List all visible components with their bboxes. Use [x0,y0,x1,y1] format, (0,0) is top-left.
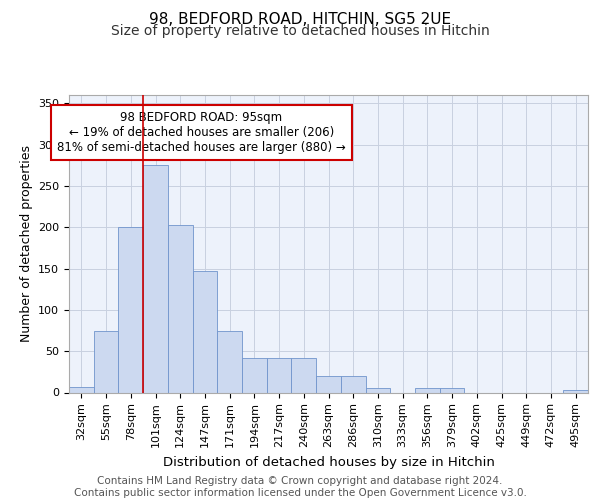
Text: Size of property relative to detached houses in Hitchin: Size of property relative to detached ho… [110,24,490,38]
X-axis label: Distribution of detached houses by size in Hitchin: Distribution of detached houses by size … [163,456,494,468]
Bar [217,330,242,392]
Text: 98 BEDFORD ROAD: 95sqm
← 19% of detached houses are smaller (206)
81% of semi-de: 98 BEDFORD ROAD: 95sqm ← 19% of detached… [57,112,346,154]
Bar [193,271,217,392]
Bar [69,386,94,392]
Bar [440,388,464,392]
Bar [94,330,118,392]
Text: 98, BEDFORD ROAD, HITCHIN, SG5 2UE: 98, BEDFORD ROAD, HITCHIN, SG5 2UE [149,12,451,28]
Bar [118,227,143,392]
Bar [292,358,316,392]
Bar [267,358,292,392]
Bar [143,165,168,392]
Y-axis label: Number of detached properties: Number of detached properties [20,145,32,342]
Bar [341,376,365,392]
Bar [242,358,267,392]
Bar [563,390,588,392]
Bar [316,376,341,392]
Bar [168,224,193,392]
Bar [365,388,390,392]
Text: Contains HM Land Registry data © Crown copyright and database right 2024.
Contai: Contains HM Land Registry data © Crown c… [74,476,526,498]
Bar [415,388,440,392]
